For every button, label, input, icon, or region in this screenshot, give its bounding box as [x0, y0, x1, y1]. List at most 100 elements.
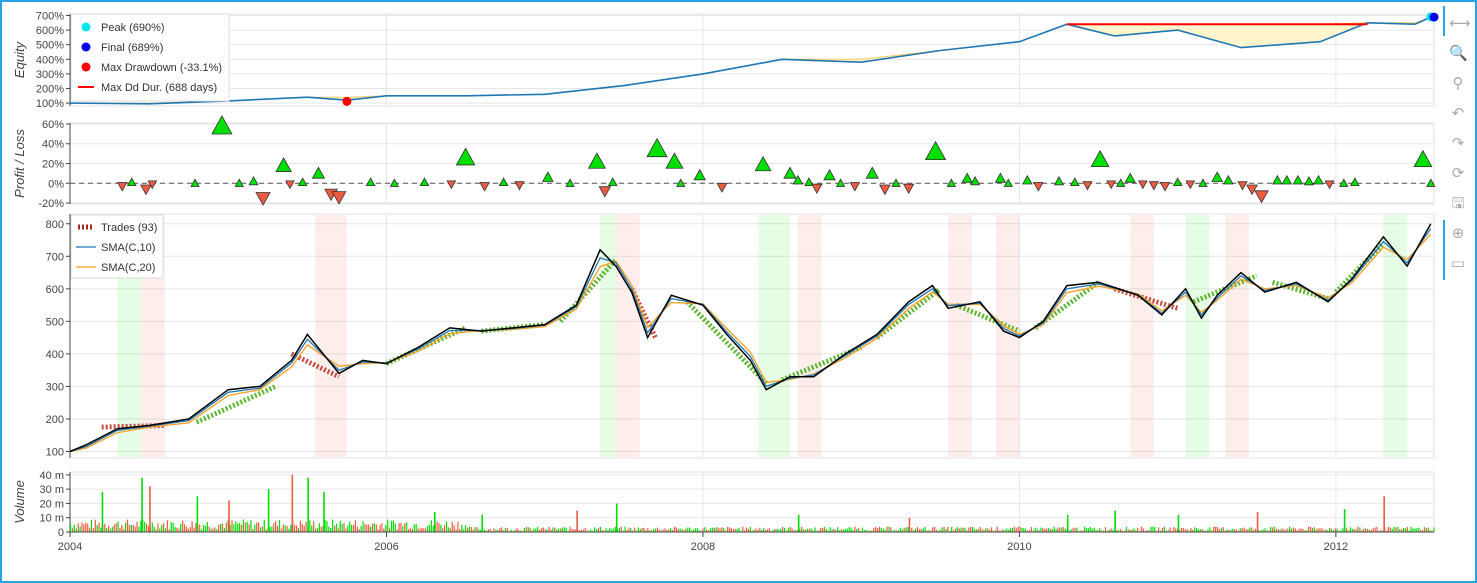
wheel-zoom-icon[interactable]: ⚲ — [1452, 74, 1464, 92]
volume-bar — [947, 526, 949, 532]
volume-bar — [1171, 530, 1173, 532]
volume-bar — [939, 529, 941, 532]
volume-bar — [810, 528, 812, 532]
volume-bar — [590, 529, 592, 532]
volume-bar — [491, 530, 493, 532]
volume-bar — [1133, 528, 1135, 532]
volume-bar — [417, 528, 419, 532]
volume-bar — [332, 519, 334, 532]
trade-marker — [1022, 174, 1033, 185]
trade-marker — [479, 182, 490, 192]
volume-bar — [1275, 528, 1277, 532]
volume-bar — [681, 529, 683, 532]
volume-bar — [935, 529, 938, 532]
volume-bar — [324, 519, 326, 532]
volume-bar — [770, 530, 772, 532]
volume-bar — [1125, 526, 1127, 532]
volume-bar — [717, 527, 719, 532]
zoom-icon[interactable]: 🔍 — [1449, 44, 1468, 62]
volume-bar — [111, 526, 113, 532]
volume-bar — [808, 528, 810, 532]
trade-marker — [693, 168, 707, 181]
volume-bar — [787, 528, 789, 532]
volume-bar — [1032, 530, 1034, 532]
volume-bar — [269, 527, 271, 532]
volume-bar — [1235, 529, 1238, 532]
volume-bar — [275, 520, 277, 532]
trade-marker — [1339, 178, 1349, 187]
volume-bar — [358, 528, 360, 532]
pan-icon[interactable]: ⟷ — [1449, 14, 1471, 32]
equity-legend: Peak (690%) Final (689%) Max Drawdown (-33… — [70, 13, 230, 102]
volume-bar — [1423, 527, 1426, 532]
y-tick-label: 10 m — [40, 513, 64, 525]
volume-bar — [333, 525, 336, 532]
volume-bar — [1218, 529, 1220, 532]
y-tick-label: 500 — [46, 316, 64, 328]
volume-bar — [512, 530, 514, 532]
volume-bar — [745, 527, 748, 532]
volume-bar — [776, 528, 778, 532]
volume-bar — [1313, 527, 1315, 532]
volume-bar — [937, 530, 939, 532]
volume-bar — [1194, 527, 1196, 532]
volume-bar — [297, 528, 300, 532]
volume-bar — [1021, 527, 1023, 532]
volume-bar — [546, 529, 548, 532]
volume-bar — [1315, 529, 1317, 532]
trade-marker — [1426, 178, 1436, 187]
trade-marker — [1281, 174, 1293, 185]
trade-marker — [565, 178, 575, 187]
y-tick-label: 30 m — [40, 484, 64, 496]
volume-bar — [495, 529, 497, 532]
trade-shade — [1383, 215, 1408, 457]
trade-marker — [419, 177, 430, 187]
volume-bar — [352, 524, 355, 532]
volume-bar — [778, 529, 780, 532]
save-icon[interactable]: 🖫 — [1451, 194, 1465, 212]
volume-bar — [933, 526, 936, 532]
panel-1: -20% 0% 20% 40% 60% Profit / Loss — [12, 119, 1435, 210]
volume-bar — [537, 526, 539, 532]
equity-line — [69, 16, 1432, 105]
volume-bar — [1051, 528, 1053, 532]
volume-bar — [992, 530, 995, 532]
volume-bar — [759, 527, 761, 532]
volume-bar — [928, 530, 930, 532]
volume-bar — [339, 520, 341, 532]
volume-bar — [106, 527, 108, 532]
redo-icon[interactable]: ↷ — [1451, 134, 1465, 152]
trade-marker — [255, 192, 271, 206]
volume-bar — [1146, 530, 1148, 532]
volume-bar — [257, 522, 260, 532]
trade-marker — [275, 157, 292, 172]
volume-bar — [844, 528, 846, 532]
volume-bar — [128, 524, 131, 532]
volume-bar — [132, 524, 134, 532]
y-tick-label: 100 — [46, 446, 64, 458]
volume-bar — [1053, 526, 1055, 532]
volume-bar — [820, 527, 822, 532]
volume-bar — [337, 528, 339, 532]
volume-bar — [620, 526, 622, 532]
volume-bar — [1292, 527, 1295, 532]
y-tick-label: 300 — [46, 381, 64, 393]
reset-icon[interactable]: ⟳ — [1451, 164, 1465, 182]
y-tick-label: 600 — [46, 284, 64, 296]
volume-bar — [1139, 530, 1141, 532]
volume-bar — [461, 524, 463, 532]
volume-bar — [1317, 528, 1319, 532]
volume-bar — [768, 528, 770, 532]
trade-marker — [835, 178, 846, 187]
undo-icon[interactable]: ↶ — [1451, 104, 1465, 122]
volume-bar — [901, 529, 903, 532]
hover-icon[interactable]: ▭ — [1450, 254, 1466, 272]
volume-bar — [195, 523, 197, 532]
volume-bar — [1154, 527, 1156, 532]
volume-bar — [307, 477, 309, 532]
volume-bar — [736, 528, 738, 532]
crosshair-icon[interactable]: ⊕ — [1451, 224, 1465, 242]
volume-bar — [159, 528, 161, 532]
volume-bar — [1336, 528, 1338, 532]
volume-bar — [516, 528, 518, 532]
